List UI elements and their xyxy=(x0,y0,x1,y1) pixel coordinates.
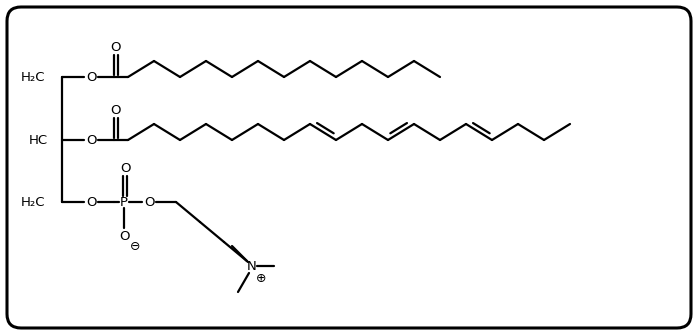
Text: O: O xyxy=(86,134,96,146)
Text: N: N xyxy=(247,260,257,272)
Text: O: O xyxy=(110,104,121,117)
Text: O: O xyxy=(86,70,96,83)
Text: O: O xyxy=(120,161,131,175)
Text: H₂C: H₂C xyxy=(20,196,45,208)
Text: H₂C: H₂C xyxy=(20,70,45,83)
Text: O: O xyxy=(144,196,154,208)
Text: ⊖: ⊖ xyxy=(130,240,140,253)
Text: ⊕: ⊕ xyxy=(255,272,266,285)
Text: O: O xyxy=(119,229,129,243)
Text: O: O xyxy=(110,41,121,54)
Text: HC: HC xyxy=(29,134,48,146)
Text: O: O xyxy=(86,196,96,208)
Text: P: P xyxy=(120,196,128,208)
